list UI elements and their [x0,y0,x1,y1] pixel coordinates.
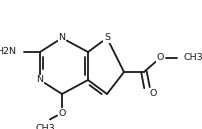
Text: N: N [37,75,43,84]
Text: CH3: CH3 [184,54,202,62]
Text: N: N [59,34,65,42]
Text: O: O [150,88,157,98]
Text: S: S [104,34,110,42]
Text: H2N: H2N [0,47,16,57]
Text: CH3: CH3 [35,124,55,129]
Text: O: O [58,108,66,118]
Text: O: O [156,54,164,62]
